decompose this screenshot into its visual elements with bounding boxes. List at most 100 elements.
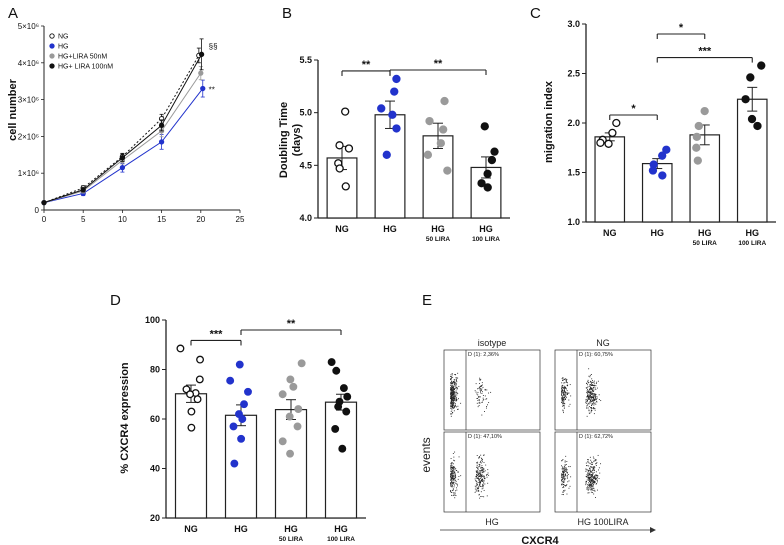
flow-event-dot [562,470,563,472]
flow-event-dot [452,472,454,474]
flow-event-dot [587,477,589,479]
legend-label-a: HG+ LIRA 100nM [58,64,113,71]
y-axis-title-b-line1: Doubling Time [278,102,290,178]
flow-event-dot [592,482,594,484]
flow-event-dot [453,477,455,479]
flow-event-dot [482,487,484,489]
flow-event-dot [450,478,452,480]
flow-event-dot [456,392,458,394]
flow-event-dot [588,403,590,405]
flow-event-dot [566,392,568,394]
category-label-d: HG [234,524,248,534]
flow-event-dot [562,390,564,392]
flow-event-dot [594,481,596,483]
flow-event-dot [592,489,594,491]
flow-event-dot [452,453,454,454]
flow-event-dot [561,482,563,484]
flow-event-dot [456,377,458,379]
flow-event-dot [480,496,482,498]
flow-event-dot [480,454,482,456]
flow-event-dot [479,464,481,466]
flow-event-dot [484,411,485,412]
flow-event-dot [569,485,571,487]
flow-event-dot [456,400,457,402]
flow-event-dot [476,462,478,464]
flow-event-dot [563,398,565,400]
flow-event-dot [456,483,458,485]
flow-event-dot [563,382,565,384]
flow-event-dot [563,486,565,488]
flow-event-dot [588,396,590,398]
category-label-d: HG [284,524,298,534]
flow-event-dot [594,394,596,396]
flow-event-dot [593,413,595,415]
flow-event-dot [590,466,591,468]
flow-event-dot [453,379,455,381]
flow-event-dot [450,382,452,383]
flow-event-dot [596,477,598,479]
category-label-b: NG [335,224,349,234]
flow-event-dot [453,396,454,397]
flow-event-dot [590,470,592,472]
flow-event-dot [596,481,598,483]
data-point-b [436,139,445,148]
flow-event-dot [586,407,588,409]
flow-event-dot [596,479,598,481]
significance-label-c: *** [698,46,712,58]
flow-event-dot [562,474,564,476]
flow-event-dot [565,379,567,381]
data-point-d [238,415,247,423]
flow-event-dot [451,400,453,401]
bar-chart-doubling-time: Doubling Time (days) 4.0 4.5 5.0 5.5 NG HG HG 5… [278,55,510,243]
significance-label-c: * [679,22,684,34]
flow-event-dot [480,378,482,380]
flow-event-dot [600,463,602,465]
flow-event-dot [568,466,570,468]
flow-event-dot [593,480,594,482]
flow-event-dot [561,397,563,398]
x-tick-label-a: 0 [42,215,47,224]
y-tick-label-a: 0 [35,206,40,215]
flow-event-dot [478,487,480,489]
flow-event-dot [592,402,594,404]
flow-event-dot [453,397,455,399]
flow-event-dot [482,475,484,477]
flow-event-dot [593,395,595,397]
data-point-d [278,437,287,446]
flow-event-dot [477,487,479,489]
data-point-b [439,125,448,134]
flow-event-dot [590,488,592,490]
flow-event-dot [586,383,587,385]
flow-event-dot [593,396,595,398]
flow-event-dot [477,472,479,474]
flow-event-dot [593,475,595,477]
flow-event-dot [478,478,480,480]
flow-event-dot [454,460,456,462]
flow-event-dot [454,477,456,479]
flow-event-dot [591,397,593,399]
flow-event-dot [475,480,477,482]
flow-event-dot [569,403,571,405]
flow-event-dot [593,381,595,383]
flow-event-dot [451,403,453,405]
flow-event-dot [563,379,565,381]
flow-event-dot [591,479,593,481]
flow-event-dot [476,402,478,404]
flow-event-dot [562,378,564,380]
flow-event-dot [476,488,478,490]
flow-event-dot [481,382,483,384]
flow-event-dot [474,478,476,480]
flow-event-dot [456,388,458,390]
flow-event-dot [587,396,589,398]
flow-event-dot [563,467,565,469]
flow-event-dot [587,382,589,384]
flow-event-dot [454,479,456,481]
flow-event-dot [568,392,570,394]
flow-event-dot [481,473,483,475]
flow-event-dot [593,407,595,408]
y-tick-label-d: 60 [150,414,160,424]
flow-event-dot [478,475,480,477]
data-point-d [195,375,204,384]
flow-event-dot [587,384,588,386]
